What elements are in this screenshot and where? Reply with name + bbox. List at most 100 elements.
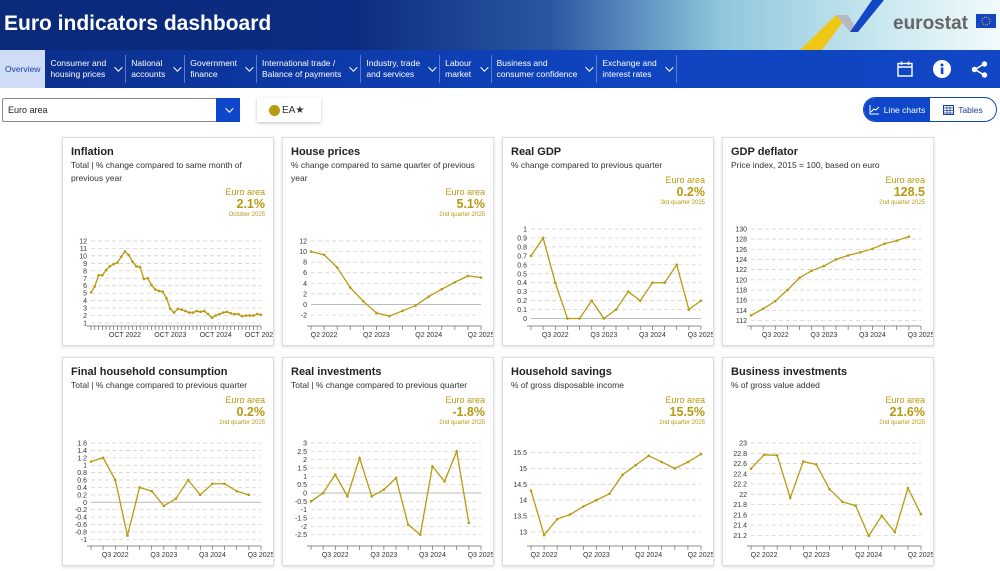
data-point[interactable] xyxy=(235,489,239,493)
data-point[interactable] xyxy=(203,309,206,313)
nav-item-labour-market[interactable]: Labour market xyxy=(440,55,492,83)
data-point[interactable] xyxy=(749,314,753,317)
data-point[interactable] xyxy=(321,491,325,495)
data-point[interactable] xyxy=(259,313,263,317)
data-point[interactable] xyxy=(162,504,166,508)
data-point[interactable] xyxy=(880,514,884,518)
data-point[interactable] xyxy=(802,460,805,463)
data-point[interactable] xyxy=(187,311,191,314)
data-point[interactable] xyxy=(675,263,679,267)
data-point[interactable] xyxy=(846,254,850,257)
data-point[interactable] xyxy=(762,453,766,457)
data-point[interactable] xyxy=(191,311,195,314)
data-point[interactable] xyxy=(119,255,123,258)
data-point[interactable] xyxy=(174,497,178,500)
indicator-card-inflation[interactable]: Inflation Total | % change compared to s… xyxy=(62,137,274,346)
data-point[interactable] xyxy=(699,299,703,302)
data-point[interactable] xyxy=(822,264,826,268)
data-point[interactable] xyxy=(786,288,789,292)
data-point[interactable] xyxy=(647,454,650,457)
data-point[interactable] xyxy=(815,463,818,466)
data-point[interactable] xyxy=(841,500,844,504)
data-point[interactable] xyxy=(907,235,911,238)
data-point[interactable] xyxy=(608,492,611,496)
data-point[interactable] xyxy=(101,456,105,460)
data-point[interactable] xyxy=(541,236,545,240)
data-point[interactable] xyxy=(773,299,777,303)
data-point[interactable] xyxy=(252,314,255,317)
data-point[interactable] xyxy=(906,486,910,490)
tables-button[interactable]: Tables xyxy=(930,98,996,121)
indicator-card-house-prices[interactable]: House prices % change compared to same q… xyxy=(282,137,494,346)
data-point[interactable] xyxy=(93,285,97,288)
data-point[interactable] xyxy=(169,307,172,311)
data-point[interactable] xyxy=(335,266,339,269)
indicator-card-real-gdp[interactable]: Real GDP % change compared to previous q… xyxy=(502,137,714,346)
data-point[interactable] xyxy=(443,480,446,483)
data-point[interactable] xyxy=(699,452,703,456)
data-point[interactable] xyxy=(113,478,117,482)
data-point[interactable] xyxy=(333,473,337,476)
data-point[interactable] xyxy=(673,467,677,470)
data-point[interactable] xyxy=(834,258,838,261)
data-point[interactable] xyxy=(529,489,533,492)
data-point[interactable] xyxy=(165,297,168,300)
data-point[interactable] xyxy=(184,309,187,313)
data-point[interactable] xyxy=(828,487,831,491)
data-point[interactable] xyxy=(123,250,127,253)
data-point[interactable] xyxy=(810,269,814,272)
data-point[interactable] xyxy=(112,262,115,266)
data-point[interactable] xyxy=(135,265,138,268)
data-point[interactable] xyxy=(595,498,598,502)
nav-item-business-and-consumer-confidence[interactable]: Business and consumer confidence xyxy=(492,55,598,83)
data-point[interactable] xyxy=(89,291,93,294)
data-point[interactable] xyxy=(195,309,199,313)
data-point[interactable] xyxy=(867,534,870,538)
data-point[interactable] xyxy=(176,307,180,311)
data-point[interactable] xyxy=(247,493,251,497)
data-point[interactable] xyxy=(568,513,572,516)
info-icon[interactable] xyxy=(933,60,951,78)
data-point[interactable] xyxy=(431,465,434,468)
data-point[interactable] xyxy=(895,239,899,242)
data-point[interactable] xyxy=(126,534,129,537)
data-point[interactable] xyxy=(590,299,594,302)
data-point[interactable] xyxy=(142,277,146,281)
data-point[interactable] xyxy=(467,521,471,525)
data-point[interactable] xyxy=(858,251,862,254)
data-point[interactable] xyxy=(237,312,240,316)
geo-chip[interactable]: EA ★ xyxy=(257,98,321,122)
data-point[interactable] xyxy=(358,456,361,460)
data-point[interactable] xyxy=(153,288,157,291)
data-point[interactable] xyxy=(199,310,202,314)
data-point[interactable] xyxy=(157,289,161,293)
data-point[interactable] xyxy=(214,314,217,317)
data-point[interactable] xyxy=(180,308,183,311)
data-point[interactable] xyxy=(686,460,690,464)
data-point[interactable] xyxy=(150,283,153,287)
data-point[interactable] xyxy=(418,533,422,536)
data-point[interactable] xyxy=(582,505,585,508)
line-charts-button[interactable]: Line charts xyxy=(864,98,930,121)
data-point[interactable] xyxy=(97,273,100,277)
data-point[interactable] xyxy=(309,500,313,503)
indicator-card-business-investments[interactable]: Business investments % of gross value ad… xyxy=(722,357,934,566)
data-point[interactable] xyxy=(626,290,630,293)
data-point[interactable] xyxy=(221,311,225,314)
data-point[interactable] xyxy=(89,460,93,463)
data-point[interactable] xyxy=(638,299,642,302)
nav-item-government-finance[interactable]: Government finance xyxy=(185,55,258,83)
data-point[interactable] xyxy=(240,314,244,318)
nav-item-national-accounts[interactable]: National accounts xyxy=(126,55,186,83)
data-point[interactable] xyxy=(211,482,214,486)
data-point[interactable] xyxy=(660,460,664,464)
share-icon[interactable] xyxy=(971,60,988,78)
data-point[interactable] xyxy=(621,473,624,477)
data-point[interactable] xyxy=(687,308,691,311)
data-point[interactable] xyxy=(798,276,801,280)
eurostat-logo[interactable]: eurostat xyxy=(800,0,1000,50)
data-point[interactable] xyxy=(440,287,444,291)
data-point[interactable] xyxy=(138,265,142,269)
data-point[interactable] xyxy=(749,467,753,470)
data-point[interactable] xyxy=(370,495,374,498)
